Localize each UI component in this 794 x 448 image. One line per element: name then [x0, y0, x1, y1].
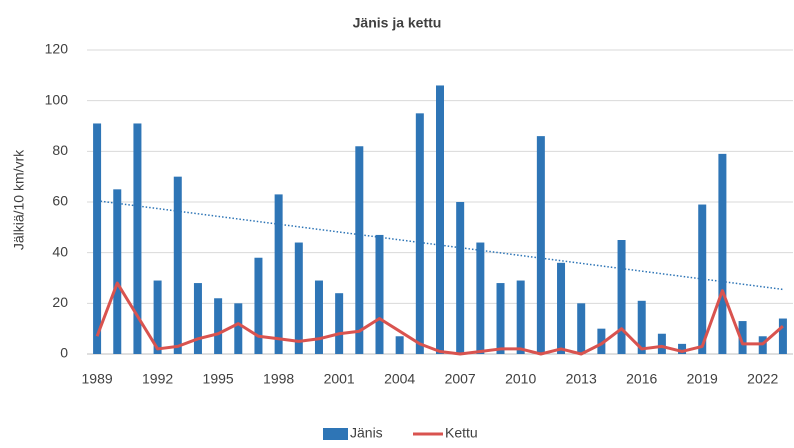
x-tick-label: 1995	[203, 371, 234, 387]
chart-title: Jänis ja kettu	[353, 15, 442, 31]
bar	[415, 113, 424, 354]
bar	[395, 336, 404, 354]
bar	[637, 300, 646, 354]
bar	[557, 262, 566, 354]
bar	[678, 343, 687, 354]
bar	[738, 321, 747, 354]
x-tick-label: 2019	[687, 371, 718, 387]
bar	[536, 136, 545, 354]
legend-label: Jänis	[350, 425, 383, 441]
bar	[274, 194, 283, 354]
bar	[597, 328, 606, 354]
bar	[476, 242, 485, 354]
bar	[375, 234, 384, 354]
x-tick-label: 1992	[142, 371, 173, 387]
x-tick-label: 2010	[505, 371, 536, 387]
bar	[577, 303, 586, 354]
legend-swatch	[323, 428, 348, 440]
bar	[436, 85, 444, 354]
x-tick-label: 2013	[566, 371, 597, 387]
bar	[173, 176, 182, 354]
bar	[778, 318, 787, 354]
y-tick-label: 100	[45, 91, 69, 107]
bar	[133, 123, 142, 354]
bar	[153, 280, 162, 354]
bar	[718, 153, 727, 354]
bar	[254, 257, 263, 354]
bar	[355, 146, 364, 354]
bar	[234, 303, 243, 354]
y-tick-label: 120	[45, 41, 69, 57]
bar	[617, 240, 626, 354]
y-tick-label: 80	[52, 142, 68, 158]
x-tick-label: 2001	[324, 371, 355, 387]
bar	[516, 280, 525, 354]
y-tick-label: 40	[52, 243, 68, 259]
x-tick-label: 2007	[445, 371, 476, 387]
bar	[193, 283, 202, 354]
bar	[335, 293, 344, 354]
bar	[314, 280, 323, 354]
x-tick-label: 2004	[384, 371, 415, 387]
y-tick-label: 20	[52, 294, 68, 310]
legend-label: Kettu	[445, 425, 478, 441]
bar	[496, 283, 505, 354]
bar	[294, 242, 303, 354]
y-tick-label: 60	[52, 193, 68, 209]
bar	[214, 298, 223, 354]
y-axis-title: Jälkiä/10 km/vrk	[11, 149, 27, 250]
bar	[113, 189, 122, 354]
bar	[456, 202, 465, 354]
x-tick-label: 1998	[263, 371, 294, 387]
x-tick-label: 2016	[626, 371, 657, 387]
line	[95, 281, 784, 356]
x-tick-label: 1989	[82, 371, 113, 387]
bar	[657, 333, 666, 354]
y-tick-label: 0	[60, 345, 68, 361]
bar	[93, 123, 102, 354]
x-tick-label: 2022	[747, 371, 778, 387]
